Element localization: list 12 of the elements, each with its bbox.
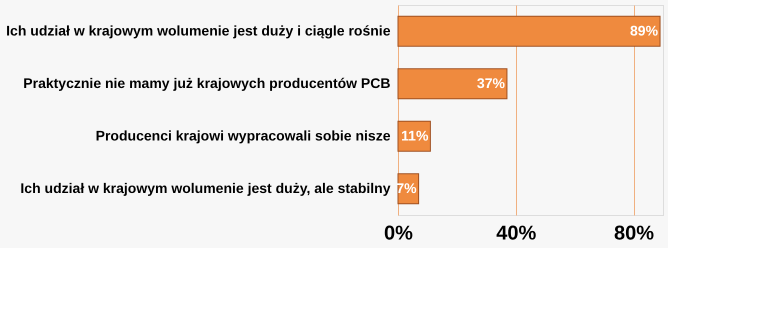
y-tick-label: Ich udział w krajowym wolumenie jest duży, ale stabilny <box>20 180 391 196</box>
y-tick-label: Ich udział w krajowym wolumenie jest duży i ciągle rośnie <box>6 22 391 38</box>
data-label: 11% <box>401 127 429 144</box>
data-label: 89% <box>630 22 659 38</box>
y-tick-label: Praktycznie nie mamy już krajowych producentów PCB <box>23 74 390 91</box>
bar <box>398 16 661 47</box>
x-tick-label: 80% <box>614 222 654 244</box>
x-tick-label: 0% <box>384 222 414 244</box>
bar <box>398 68 508 100</box>
x-tick-label: 40% <box>496 222 537 244</box>
data-label: 37% <box>476 74 506 91</box>
y-tick-label: Producenci krajowi wypracowali sobie nisze <box>96 127 391 144</box>
